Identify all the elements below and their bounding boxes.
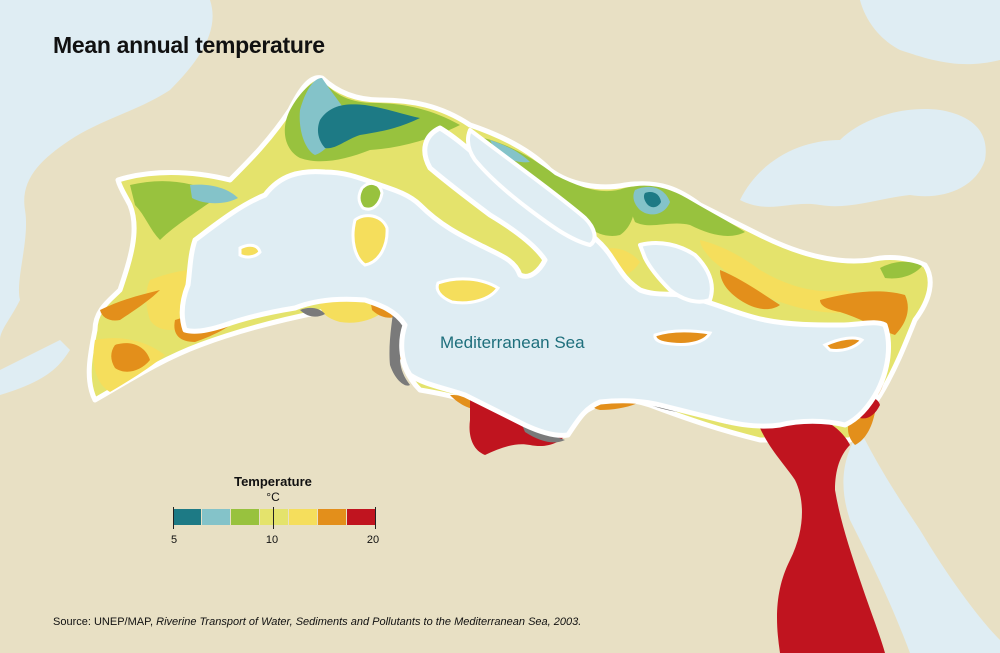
temperature-legend: Temperature °C 5 10 20 bbox=[165, 474, 385, 554]
legend-swatch-1 bbox=[173, 509, 201, 525]
legend-tick-20 bbox=[375, 507, 376, 529]
legend-tick-label-20: 20 bbox=[366, 534, 380, 546]
bay-of-biscay bbox=[0, 0, 122, 160]
legend-color-bar bbox=[173, 509, 376, 525]
source-prefix: Source: UNEP/MAP, bbox=[53, 616, 157, 628]
legend-swatch-7 bbox=[347, 509, 375, 525]
cyprus bbox=[822, 336, 865, 352]
legend-unit: °C bbox=[266, 490, 280, 504]
legend-swatch-6 bbox=[318, 509, 346, 525]
crete bbox=[653, 329, 713, 346]
legend-swatch-2 bbox=[202, 509, 230, 525]
mediterranean-sea bbox=[179, 125, 892, 438]
source-note: Source: UNEP/MAP, Riverine Transport of … bbox=[53, 616, 581, 628]
legend-tick-label-10: 10 bbox=[265, 534, 279, 546]
legend-swatch-5 bbox=[289, 509, 317, 525]
aegean-sea bbox=[638, 241, 714, 304]
legend-swatch-3 bbox=[231, 509, 259, 525]
legend-swatch-4 bbox=[260, 509, 288, 525]
caspian-sea bbox=[860, 0, 1000, 65]
map-title: Mean annual temperature bbox=[53, 32, 325, 58]
legend-title: Temperature bbox=[234, 474, 312, 489]
adriatic-sea bbox=[465, 128, 597, 247]
legend-tick-label-5: 5 bbox=[170, 534, 178, 546]
corsica bbox=[357, 181, 384, 211]
legend-tick-10 bbox=[273, 507, 274, 529]
red-sea-water bbox=[843, 430, 1000, 653]
sicily bbox=[435, 277, 501, 305]
balearic-island bbox=[238, 243, 262, 259]
black-sea bbox=[740, 109, 986, 207]
atlantic-south bbox=[0, 340, 70, 395]
sea-label: Mediterranean Sea bbox=[440, 333, 585, 352]
legend-tick-5 bbox=[173, 507, 174, 529]
source-title: Riverine Transport of Water, Sediments a… bbox=[156, 616, 582, 628]
sardinia bbox=[351, 214, 389, 267]
